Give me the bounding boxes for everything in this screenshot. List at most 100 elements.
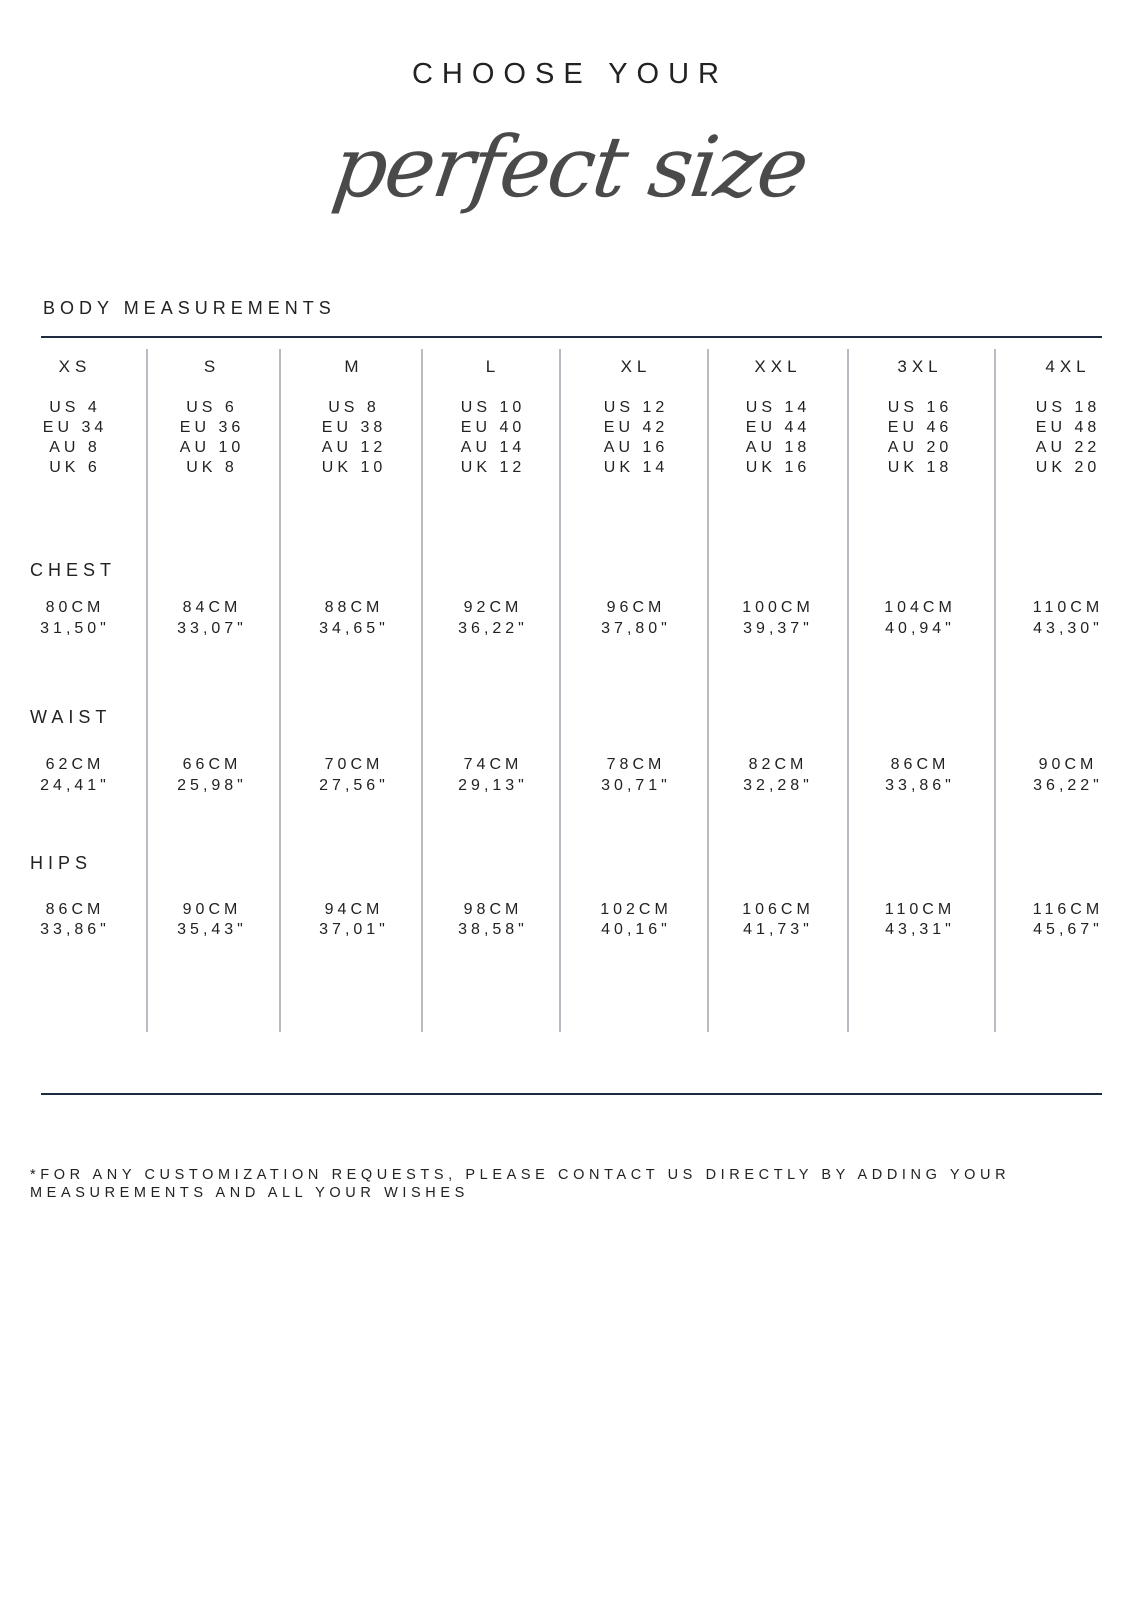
column-divider bbox=[421, 349, 423, 1032]
au-size: AU 22 bbox=[1035, 439, 1101, 456]
uk-size: UK 10 bbox=[321, 459, 387, 476]
hips-inches: 35,43" bbox=[177, 921, 247, 938]
top-rule bbox=[41, 336, 1102, 338]
waist-inches: 24,41" bbox=[40, 777, 110, 794]
au-size: AU 14 bbox=[460, 439, 526, 456]
chest-inches: 43,30" bbox=[1033, 620, 1103, 637]
chest-cm: 100CM bbox=[742, 599, 814, 616]
size-label: L bbox=[485, 357, 501, 376]
us-size: US 16 bbox=[887, 399, 953, 416]
bottom-rule bbox=[41, 1093, 1102, 1095]
chest-inches: 37,80" bbox=[601, 620, 671, 637]
waist-inches: 33,86" bbox=[885, 777, 955, 794]
us-size: US 6 bbox=[186, 399, 238, 416]
hips-cm: 106CM bbox=[742, 901, 814, 918]
size-label: S bbox=[203, 357, 221, 376]
au-size: AU 12 bbox=[321, 439, 387, 456]
uk-size: UK 18 bbox=[887, 459, 953, 476]
waist-cm: 86CM bbox=[890, 756, 950, 773]
waist-cm: 74CM bbox=[463, 756, 523, 773]
hips-inches: 41,73" bbox=[743, 921, 813, 938]
row-label-waist: WAIST bbox=[30, 707, 112, 727]
waist-cm: 78CM bbox=[606, 756, 666, 773]
chest-cm: 96CM bbox=[606, 599, 666, 616]
chest-cm: 104CM bbox=[884, 599, 956, 616]
au-size: AU 16 bbox=[603, 439, 669, 456]
hips-cm: 90CM bbox=[182, 901, 242, 918]
waist-inches: 30,71" bbox=[601, 777, 671, 794]
au-size: AU 20 bbox=[887, 439, 953, 456]
hips-inches: 43,31" bbox=[885, 921, 955, 938]
footnote-line-1: *FOR ANY CUSTOMIZATION REQUESTS, PLEASE … bbox=[30, 1167, 1011, 1183]
uk-size: UK 6 bbox=[49, 459, 101, 476]
chest-cm: 88CM bbox=[324, 599, 384, 616]
size-label: XXL bbox=[754, 357, 802, 376]
column-divider bbox=[559, 349, 561, 1032]
waist-inches: 36,22" bbox=[1033, 777, 1103, 794]
column-divider bbox=[994, 349, 996, 1032]
au-size: AU 8 bbox=[49, 439, 101, 456]
waist-cm: 82CM bbox=[748, 756, 808, 773]
hips-inches: 40,16" bbox=[601, 921, 671, 938]
uk-size: UK 20 bbox=[1035, 459, 1101, 476]
column-divider bbox=[847, 349, 849, 1032]
waist-cm: 66CM bbox=[182, 756, 242, 773]
au-size: AU 10 bbox=[179, 439, 245, 456]
title-choose-your: CHOOSE YOUR bbox=[411, 58, 728, 90]
chest-cm: 84CM bbox=[182, 599, 242, 616]
chest-cm: 110CM bbox=[1032, 599, 1104, 616]
eu-size: EU 42 bbox=[603, 419, 669, 436]
eu-size: EU 36 bbox=[179, 419, 245, 436]
waist-cm: 70CM bbox=[324, 756, 384, 773]
hips-inches: 33,86" bbox=[40, 921, 110, 938]
size-label: XS bbox=[58, 357, 92, 376]
footnote-line-2: MEASUREMENTS AND ALL YOUR WISHES bbox=[30, 1185, 469, 1201]
hips-cm: 86CM bbox=[45, 901, 105, 918]
chest-inches: 33,07" bbox=[177, 620, 247, 637]
waist-cm: 90CM bbox=[1038, 756, 1098, 773]
us-size: US 18 bbox=[1035, 399, 1101, 416]
hips-inches: 45,67" bbox=[1033, 921, 1103, 938]
waist-inches: 32,28" bbox=[743, 777, 813, 794]
us-size: US 10 bbox=[460, 399, 526, 416]
size-label: XL bbox=[620, 357, 652, 376]
hips-inches: 38,58" bbox=[458, 921, 528, 938]
chest-inches: 36,22" bbox=[458, 620, 528, 637]
chest-cm: 80CM bbox=[45, 599, 105, 616]
title-perfect-size: perfect size bbox=[327, 118, 813, 216]
column-divider bbox=[279, 349, 281, 1032]
chest-inches: 40,94" bbox=[885, 620, 955, 637]
size-label: 3XL bbox=[897, 357, 943, 376]
waist-cm: 62CM bbox=[45, 756, 105, 773]
us-size: US 4 bbox=[49, 399, 101, 416]
chest-inches: 39,37" bbox=[743, 620, 813, 637]
chest-cm: 92CM bbox=[463, 599, 523, 616]
hips-cm: 94CM bbox=[324, 901, 384, 918]
us-size: US 14 bbox=[745, 399, 811, 416]
eu-size: EU 34 bbox=[42, 419, 108, 436]
column-divider bbox=[146, 349, 148, 1032]
chest-inches: 34,65" bbox=[319, 620, 389, 637]
uk-size: UK 8 bbox=[186, 459, 238, 476]
size-label: 4XL bbox=[1045, 357, 1091, 376]
eu-size: EU 48 bbox=[1035, 419, 1101, 436]
eu-size: EU 46 bbox=[887, 419, 953, 436]
hips-inches: 37,01" bbox=[319, 921, 389, 938]
column-divider bbox=[707, 349, 709, 1032]
hips-cm: 110CM bbox=[884, 901, 956, 918]
waist-inches: 29,13" bbox=[458, 777, 528, 794]
eu-size: EU 38 bbox=[321, 419, 387, 436]
size-label: M bbox=[344, 357, 364, 376]
row-label-hips: HIPS bbox=[30, 853, 93, 873]
uk-size: UK 14 bbox=[603, 459, 669, 476]
hips-cm: 116CM bbox=[1032, 901, 1104, 918]
section-title: BODY MEASUREMENTS bbox=[43, 298, 336, 318]
hips-cm: 102CM bbox=[600, 901, 672, 918]
uk-size: UK 16 bbox=[745, 459, 811, 476]
us-size: US 8 bbox=[328, 399, 380, 416]
eu-size: EU 44 bbox=[745, 419, 811, 436]
row-label-chest: CHEST bbox=[30, 560, 117, 580]
eu-size: EU 40 bbox=[460, 419, 526, 436]
footnote: *FOR ANY CUSTOMIZATION REQUESTS, PLEASE … bbox=[30, 1166, 1010, 1202]
au-size: AU 18 bbox=[745, 439, 811, 456]
